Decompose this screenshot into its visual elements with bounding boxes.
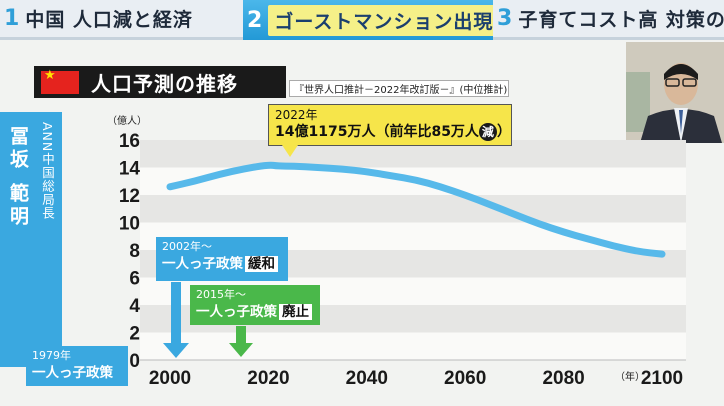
policy-text: 一人っ子政策 bbox=[32, 365, 113, 381]
callout-pointer-icon bbox=[282, 145, 298, 157]
policy-tag: 緩和 bbox=[245, 256, 278, 272]
x-tick-labels: 2000 2020 2040 2060 2080 2100 bbox=[149, 368, 683, 389]
topic-label: 子育てコスト高 対策の本気度 bbox=[518, 9, 724, 31]
speaker-silhouette-icon bbox=[626, 42, 724, 143]
policy-year: 2015年～ bbox=[196, 288, 246, 301]
y-tick-label: 10 bbox=[119, 214, 140, 235]
x-tick-label: 2100 bbox=[641, 368, 683, 389]
x-axis-unit-label: （年） bbox=[615, 370, 645, 383]
y-tick-label: 16 bbox=[119, 131, 140, 152]
policy-text: 一人っ子政策 bbox=[196, 304, 277, 320]
y-tick-labels: 0 2 4 6 8 10 12 14 16 bbox=[119, 131, 141, 372]
topic-label: ゴーストマンション出現 bbox=[268, 4, 493, 36]
topic-tab-2-active: 2 ゴーストマンション出現 bbox=[243, 0, 493, 40]
china-flag-icon: ★ bbox=[41, 69, 79, 94]
peak-close-paren: ） bbox=[496, 124, 511, 140]
speaker-caption-strip bbox=[0, 112, 62, 367]
arrow-2002-icon bbox=[163, 282, 189, 358]
peak-year: 2022年 bbox=[275, 108, 318, 122]
topic-tab-3: 3 子育てコスト高 対策の本気度 bbox=[493, 0, 724, 40]
topic-tab-1: 1 中国 人口減と経済 bbox=[0, 0, 243, 40]
peak-population-callout: 2022年 14億1175万人（前年比85万人減） bbox=[268, 104, 512, 146]
x-tick-label: 2040 bbox=[346, 368, 388, 389]
policy-callout-1979: 1979年 一人っ子政策 bbox=[26, 346, 128, 386]
speaker-name: 冨坂 範明 bbox=[7, 126, 29, 229]
source-note: 『世界人口推計－2022年改訂版－』(中位推計) bbox=[289, 80, 509, 97]
x-tick-label: 2020 bbox=[247, 368, 289, 389]
speaker-role: ANN中国総局長 bbox=[40, 122, 55, 220]
y-tick-label: 6 bbox=[129, 269, 140, 290]
y-tick-label: 14 bbox=[119, 159, 141, 180]
topic-number: 1 bbox=[4, 6, 20, 31]
policy-arrows bbox=[163, 282, 253, 358]
policy-year: 2002年～ bbox=[162, 240, 212, 253]
x-tick-label: 2000 bbox=[149, 368, 191, 389]
y-axis-unit-label: （億人） bbox=[107, 114, 147, 127]
topic-label: 中国 人口減と経済 bbox=[25, 9, 193, 31]
y-tick-label: 0 bbox=[129, 351, 140, 372]
policy-text: 一人っ子政策 bbox=[162, 256, 243, 272]
y-tick-label: 4 bbox=[129, 296, 140, 317]
topic-banner: 1 中国 人口減と経済 2 ゴーストマンション出現 3 子育てコスト高 対策の本… bbox=[0, 0, 724, 40]
y-tick-label: 12 bbox=[119, 186, 140, 207]
population-series-line bbox=[166, 161, 666, 258]
grid-band bbox=[140, 195, 686, 223]
peak-value-text: 14億1175万人（前年比85万人 bbox=[275, 124, 479, 140]
policy-callout-2002: 2002年～ 一人っ子政策 緩和 bbox=[156, 237, 288, 281]
y-tick-label: 2 bbox=[129, 324, 140, 345]
chart-title-box: ★ 人口予測の推移 bbox=[34, 66, 286, 98]
topic-number: 3 bbox=[497, 6, 513, 31]
topic-number: 2 bbox=[247, 7, 263, 33]
policy-callout-2015: 2015年～ 一人っ子政策 廃止 bbox=[190, 285, 320, 325]
y-tick-label: 8 bbox=[129, 241, 140, 262]
policy-tag: 廃止 bbox=[279, 304, 312, 320]
arrow-2015-icon bbox=[229, 326, 253, 357]
decrease-badge: 減 bbox=[478, 123, 497, 141]
x-tick-label: 2060 bbox=[444, 368, 486, 389]
chart-title: 人口予測の推移 bbox=[91, 71, 238, 96]
x-tick-label: 2080 bbox=[542, 368, 584, 389]
policy-year: 1979年 bbox=[32, 349, 71, 362]
speaker-video-inset bbox=[626, 42, 724, 143]
